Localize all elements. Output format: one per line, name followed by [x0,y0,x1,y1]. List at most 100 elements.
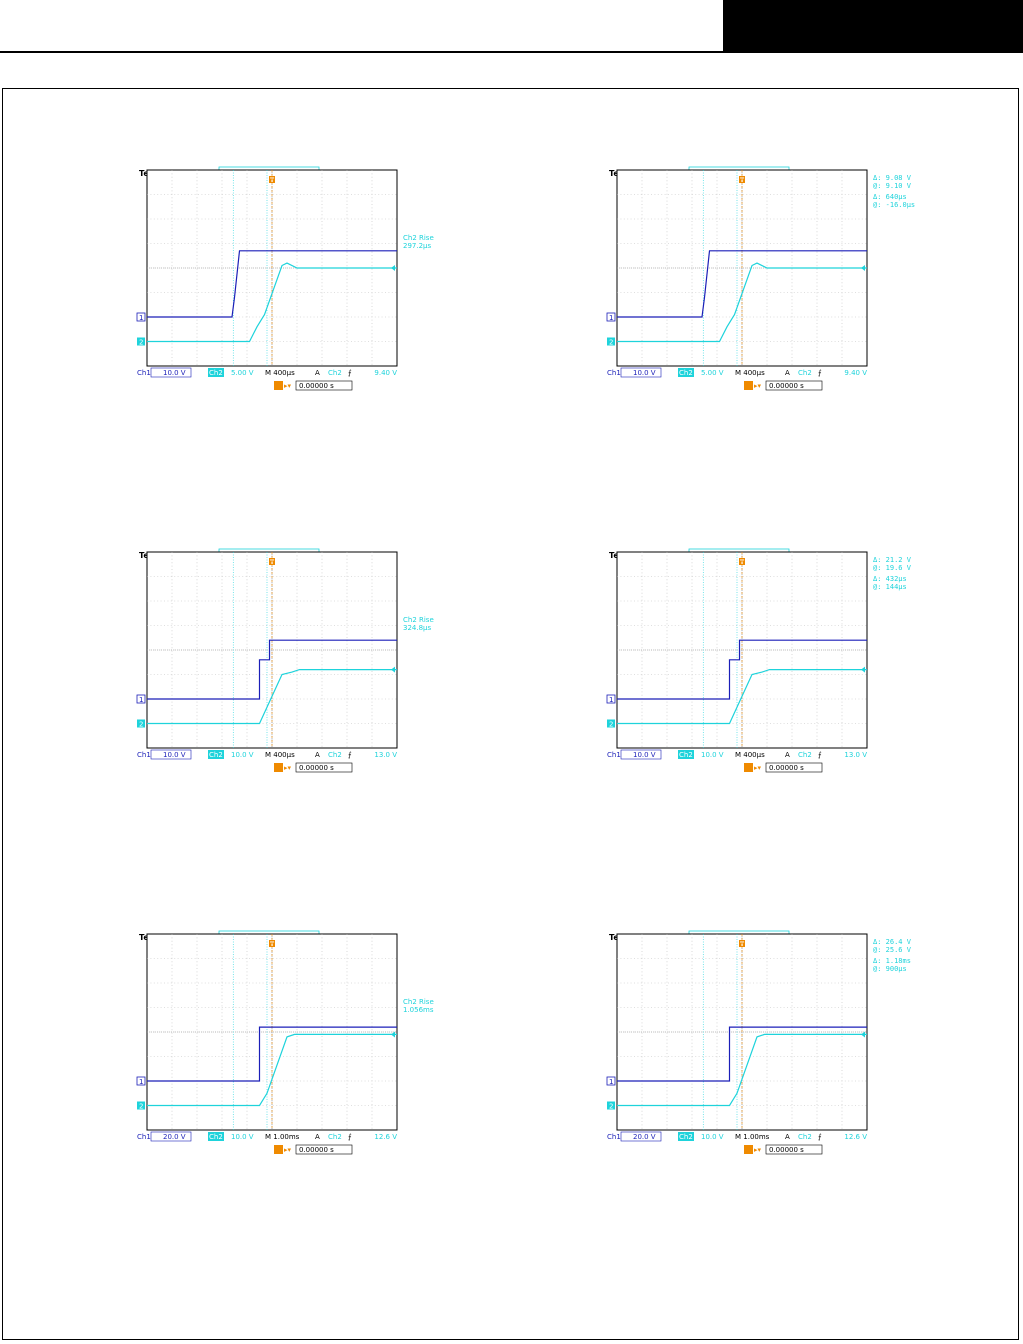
trigger-slope: ⨍ [818,751,822,759]
ch1-label: Ch1 [137,1133,151,1141]
ch1-scale-box [150,749,192,760]
trigger-time-icon [744,763,753,772]
trigger-time-box [295,762,353,773]
ch1-ground-marker-label: 1 [139,1078,143,1086]
waveform-ch2 [617,1033,867,1107]
trigger-position-marker-label: T [270,559,275,566]
ch2-ground-marker [607,337,615,346]
ch1-label: Ch1 [607,751,621,759]
ch1-ground-marker-label: 1 [139,696,143,704]
trigger-mode: A [315,369,320,377]
ch1-label: Ch1 [137,751,151,759]
trigger-time-icon [274,381,283,390]
trigger-level: 9.40 V [374,369,397,377]
measurement-readout: 324.8μs [403,624,431,632]
trigger-time: 0.00000 s [769,382,804,390]
trigger-time-arrow: ▸▾ [754,382,762,390]
trigger-mode: A [785,369,790,377]
ch1-label: Ch1 [607,369,621,377]
trigger-time-icon [744,381,753,390]
cursor-readout: Δ: 26.4 V [873,938,912,946]
trigger-mode: A [315,1133,320,1141]
waveform-ch2 [617,262,867,343]
trigger-time-arrow: ▸▾ [284,764,292,772]
waveform-ch1 [617,250,867,318]
ch1-ground-marker [136,312,146,322]
waveform-ch2 [147,668,397,725]
trigger-time-box [295,1144,353,1155]
header-black-tab [723,0,1023,52]
trigger-time-box [765,1144,823,1155]
cursor-readout: @: 9.10 V [873,182,912,190]
ch2-label-box [208,368,224,377]
ch2-label-box [678,368,694,377]
ch2-label-box [678,1132,694,1141]
ch2-ground-marker [137,1101,145,1110]
trigger-level-arrow [861,666,865,673]
ch1-scale: 10.0 V [163,369,186,377]
trigger-time-arrow: ▸▾ [754,764,762,772]
ch2-label: Ch2 [679,751,693,759]
ch1-ground-marker [606,694,616,704]
trigger-time: 0.00000 s [299,1146,334,1154]
ch2-label-box [208,750,224,759]
ch1-ground-marker [136,694,146,704]
trigger-mode: A [785,1133,790,1141]
measurement-readout: 1.056ms [403,1006,434,1014]
ch2-label: Ch2 [209,1133,223,1141]
trigger-source: Ch2 [798,751,812,759]
ch2-scale: 10.0 V [701,1133,724,1141]
trigger-time-box [765,762,823,773]
timebase: M 400μs [265,369,295,377]
trigger-source: Ch2 [328,1133,342,1141]
ch2-label-box [208,1132,224,1141]
ch1-scale: 10.0 V [163,751,186,759]
trigger-time-arrow: ▸▾ [754,1146,762,1154]
measurement-readout: Ch2 Rise [403,234,434,242]
ch2-scale: 5.00 V [231,369,254,377]
trigger-level: 13.0 V [844,751,867,759]
waveform-ch1 [147,639,397,700]
ch2-label: Ch2 [209,751,223,759]
ch1-ground-marker [606,1076,616,1086]
trigger-level-arrow [861,265,865,271]
trigger-source: Ch2 [328,751,342,759]
cursor-readout: @: 144μs [873,583,907,591]
trigger-level: 13.0 V [374,751,397,759]
ch1-ground-marker [136,1076,146,1086]
cursor-readout: Δ: 9.08 V [873,174,912,182]
trigger-source: Ch2 [798,369,812,377]
trigger-position-marker-label: T [740,941,745,948]
cursor-readout: @: 25.6 V [873,946,912,954]
trigger-level: 12.6 V [374,1133,397,1141]
ch2-label: Ch2 [679,1133,693,1141]
trigger-level-arrow [391,1031,395,1038]
figure-frame [2,88,1019,1340]
waveform-ch1 [147,250,397,318]
cursor-readout: @: -16.0μs [873,201,915,209]
cursor-readout: Δ: 432μs [873,575,907,583]
trigger-level: 12.6 V [844,1133,867,1141]
cursor-readout: @: 19.6 V [873,564,912,572]
ch1-label: Ch1 [607,1133,621,1141]
trigger-position-marker-label: T [270,177,275,184]
trigger-time-icon [744,1145,753,1154]
ch1-scale: 10.0 V [633,369,656,377]
ch2-label-box [678,750,694,759]
timebase: M 1.00ms [265,1133,300,1141]
ch2-ground-marker-label: 2 [139,339,143,347]
ch1-ground-marker-label: 1 [609,1078,613,1086]
waveform-ch2 [617,668,867,725]
header-rule [0,51,1023,53]
ch2-label: Ch2 [679,369,693,377]
oscilloscope-screen-6: TekStopT12Δ: 26.4 V@: 25.6 VΔ: 1.18ms@: … [606,930,912,1155]
ch1-scale-box [620,367,662,378]
ch2-ground-marker [607,719,615,728]
trigger-time-arrow: ▸▾ [284,1146,292,1154]
trigger-time: 0.00000 s [299,382,334,390]
measurement-readout: Ch2 Rise [403,998,434,1006]
ch1-scale-box [620,1131,662,1142]
trigger-source: Ch2 [798,1133,812,1141]
ch2-ground-marker-label: 2 [139,1103,143,1111]
